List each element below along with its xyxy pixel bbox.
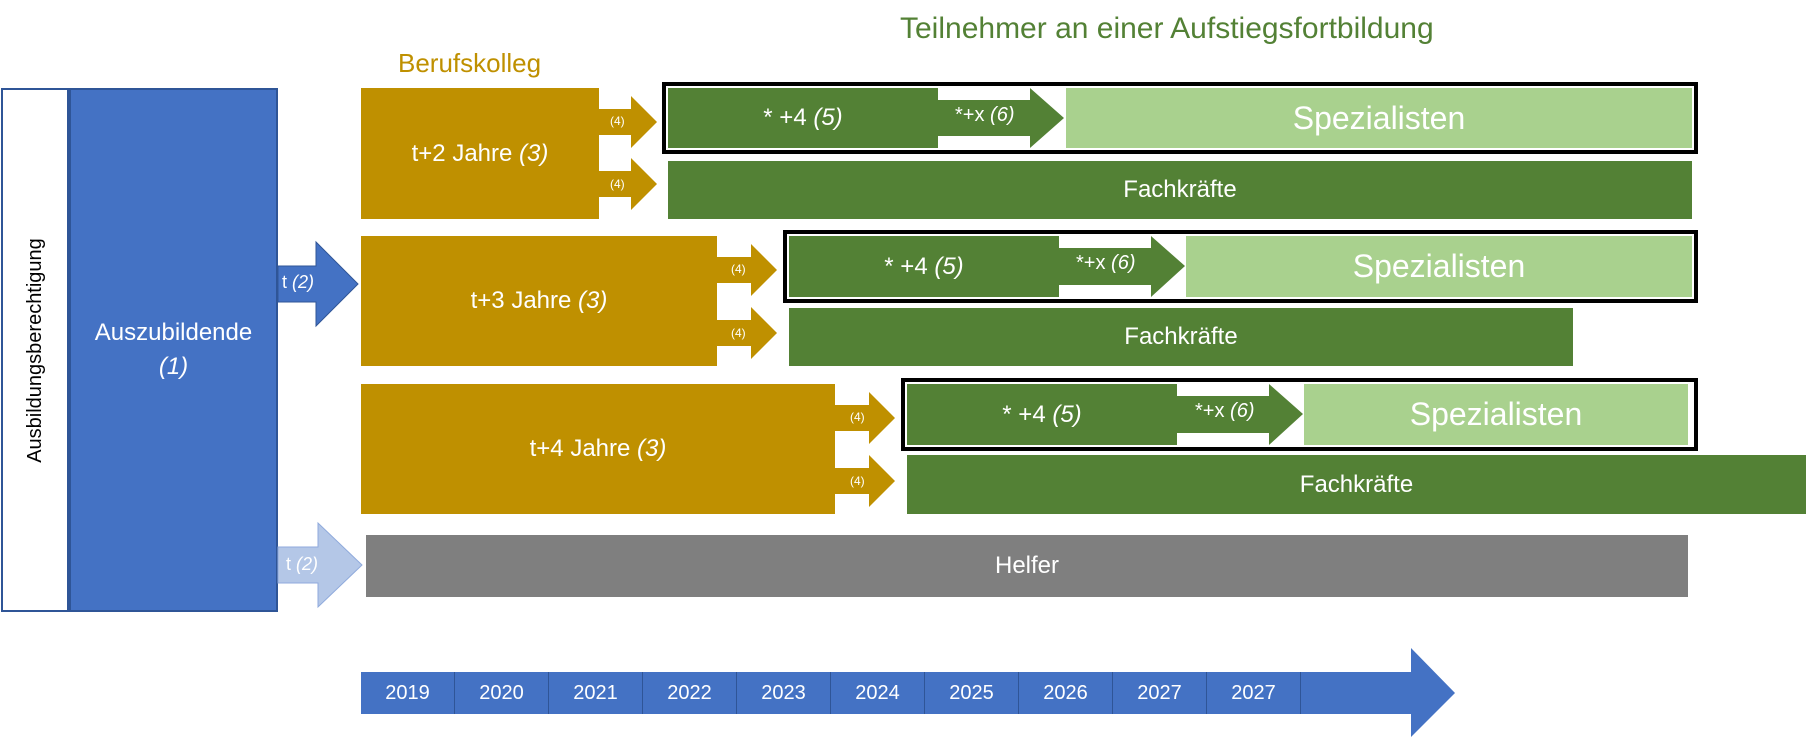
t-arrow-helfer <box>277 521 363 609</box>
timeline-year: 2023 <box>737 672 831 714</box>
timeline-years: 2019 2020 2021 2022 2023 2024 2025 2026 … <box>361 672 1301 714</box>
plus-x-arrow-row2 <box>1059 236 1185 297</box>
timeline-year: 2024 <box>831 672 925 714</box>
timeline-year: 2019 <box>361 672 455 714</box>
duration-box-row3: t+4 Jahre (3) <box>361 384 835 514</box>
frame-row1 <box>662 82 1698 154</box>
small-arrow-row3-top <box>835 392 895 444</box>
small-arrow-row1-bottom <box>599 158 657 210</box>
plus4-box-row1: * +4 (5) <box>668 88 938 148</box>
duration-box-row1: t+2 Jahre (3) <box>361 88 599 219</box>
small-note-row3-top: (4) <box>850 410 865 424</box>
specialist-box-row2: Spezialisten <box>1186 236 1692 297</box>
fachkraefte-box-row1: Fachkräfte <box>668 161 1692 219</box>
small-note-row3-bottom: (4) <box>850 474 865 488</box>
plus4-box-row2: * +4 (5) <box>789 236 1059 297</box>
ausbildungsberechtigung-label: Ausbildungsberechtigung <box>23 237 46 463</box>
fachkraefte-box-row3: Fachkräfte <box>907 455 1806 514</box>
timeline-arrow <box>361 648 1455 737</box>
timeline-year: 2026 <box>1019 672 1113 714</box>
specialist-box-row1: Spezialisten <box>1066 88 1692 148</box>
plus-x-arrow-row1 <box>938 88 1064 148</box>
timeline-year: 2027 <box>1113 672 1207 714</box>
berufskolleg-label: Berufskolleg <box>398 48 542 78</box>
timeline-year: 2025 <box>925 672 1019 714</box>
timeline-year: 2027 <box>1207 672 1301 714</box>
small-arrow-row2-top <box>717 244 777 296</box>
fachkraefte-box-row2: Fachkräfte <box>789 308 1573 366</box>
t-arrow <box>277 240 359 328</box>
ausbildungsberechtigung-box: Ausbildungsberechtigung <box>1 88 69 612</box>
specialist-box-row3: Spezialisten <box>1304 384 1688 445</box>
auszubildende-note: (1) <box>158 353 189 380</box>
frame-row3 <box>901 378 1698 451</box>
frame-row2 <box>783 230 1698 303</box>
t-arrow-label: t (2) <box>282 272 315 292</box>
small-note-row2-bottom: (4) <box>731 326 746 340</box>
helfer-box: Helfer <box>366 535 1688 597</box>
timeline-year: 2021 <box>549 672 643 714</box>
diagram-title: Teilnehmer an einer Aufstiegsfortbildung <box>900 12 1434 45</box>
plus-x-label-row2: *+x (6) <box>1076 252 1136 274</box>
plus-x-label-row3: *+x (6) <box>1195 400 1255 422</box>
plus4-box-row3: * +4 (5) <box>907 384 1177 445</box>
auszubildende-label: Auszubildende <box>94 319 253 346</box>
small-arrow-row3-bottom <box>835 455 895 507</box>
auszubildende-box: Auszubildende (1) <box>69 88 278 612</box>
small-arrow-row2-bottom <box>717 307 777 359</box>
timeline-year: 2020 <box>455 672 549 714</box>
small-note-row2-top: (4) <box>731 262 746 276</box>
small-note-row1-top: (4) <box>610 114 625 128</box>
timeline-year: 2022 <box>643 672 737 714</box>
plus-x-label-row1: *+x (6) <box>955 104 1015 126</box>
plus-x-arrow-row3 <box>1177 384 1303 445</box>
small-note-row1-bottom: (4) <box>610 177 625 191</box>
small-arrow-row1-top <box>599 96 657 148</box>
t-arrow-helfer-label: t (2) <box>286 554 319 574</box>
duration-box-row2: t+3 Jahre (3) <box>361 236 717 366</box>
